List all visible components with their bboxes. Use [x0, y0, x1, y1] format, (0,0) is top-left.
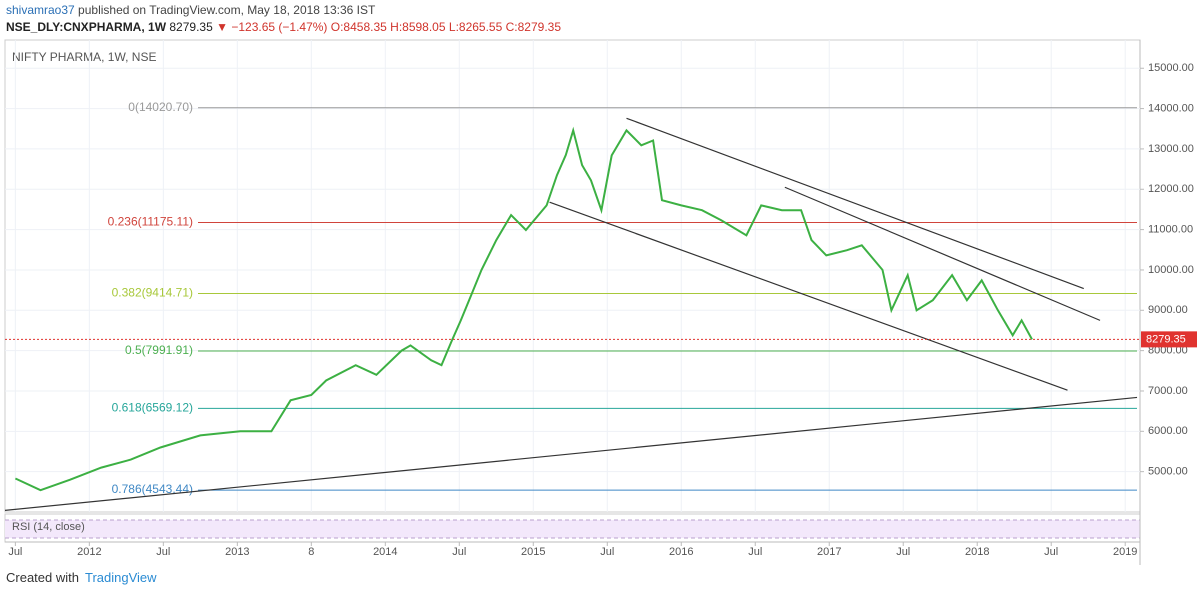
symbol: NSE_DLY:CNXPHARMA, 1W [6, 20, 167, 34]
x-tick-label: 8 [308, 546, 314, 558]
x-tick-label: Jul [156, 546, 170, 558]
y-tick-label: 13000.00 [1148, 143, 1194, 155]
x-tick-label: 2012 [77, 546, 101, 558]
last-price-label: 8279.35 [1146, 333, 1186, 345]
y-tick-label: 10000.00 [1148, 264, 1194, 276]
y-tick-label: 11000.00 [1148, 224, 1193, 236]
rsi-band [5, 520, 1140, 538]
fib-label: 0.786(4543.44) [112, 482, 193, 496]
chart-title: NIFTY PHARMA, 1W, NSE [12, 50, 156, 64]
fib-label: 0.618(6569.12) [112, 401, 193, 415]
x-tick-label: Jul [1044, 546, 1058, 558]
trendline [784, 186, 1101, 321]
close: C:8279.35 [505, 20, 562, 34]
y-tick-label: 9000.00 [1148, 304, 1188, 316]
trendline [626, 117, 1084, 290]
x-tick-label: Jul [8, 546, 22, 558]
symbol-info: NSE_DLY:CNXPHARMA, 1W 8279.35 ▼ −123.65 … [6, 20, 561, 34]
x-tick-label: Jul [748, 546, 762, 558]
x-tick-label: Jul [600, 546, 614, 558]
price: 8279.35 [169, 20, 213, 34]
low: L:8265.55 [448, 20, 503, 34]
y-tick-label: 8000.00 [1148, 345, 1188, 357]
last-price-box [1141, 331, 1197, 348]
trendline [4, 396, 1138, 511]
x-tick-label: 2015 [521, 546, 545, 558]
fib-label: 0.382(9414.71) [112, 286, 193, 300]
y-tick-label: 5000.00 [1148, 466, 1188, 478]
footer: Created with TradingView [6, 570, 157, 585]
x-tick-label: Jul [452, 546, 466, 558]
chart: NIFTY PHARMA, 1W, NSE RSI (14, close) 50… [4, 39, 1197, 565]
y-tick-label: 12000.00 [1148, 183, 1194, 195]
x-tick-label: 2017 [817, 546, 841, 558]
publish-info: shivamrao37 published on TradingView.com… [6, 3, 375, 17]
high: H:8598.05 [390, 20, 446, 34]
fib-label: 0.236(11175.11) [108, 215, 193, 229]
created: Created with [6, 570, 79, 585]
open: O:8458.35 [330, 20, 387, 34]
y-tick-label: 7000.00 [1148, 385, 1188, 397]
x-tick-label: Jul [896, 546, 910, 558]
x-tick-label: 2014 [373, 546, 397, 558]
trendline [549, 201, 1068, 391]
published: published on TradingView.com, May 18, 20… [78, 3, 376, 17]
fib-label: 0.5(7991.91) [125, 343, 193, 357]
rsi-label: RSI (14, close) [12, 521, 85, 533]
price-line [14, 126, 1033, 492]
y-tick-label: 15000.00 [1148, 62, 1194, 74]
author[interactable]: shivamrao37 [6, 3, 75, 17]
x-tick-label: 2018 [965, 546, 989, 558]
y-tick-label: 6000.00 [1148, 425, 1188, 437]
y-tick-label: 14000.00 [1148, 102, 1194, 114]
x-tick-label: 2013 [225, 546, 249, 558]
change: −123.65 (−1.47%) [231, 20, 328, 34]
fib-label: 0(14020.70) [128, 100, 193, 114]
x-tick-label: 2016 [669, 546, 693, 558]
x-tick-label: 2019 [1113, 546, 1137, 558]
brand[interactable]: TradingView [84, 570, 157, 585]
arrow: ▼ [216, 20, 228, 34]
